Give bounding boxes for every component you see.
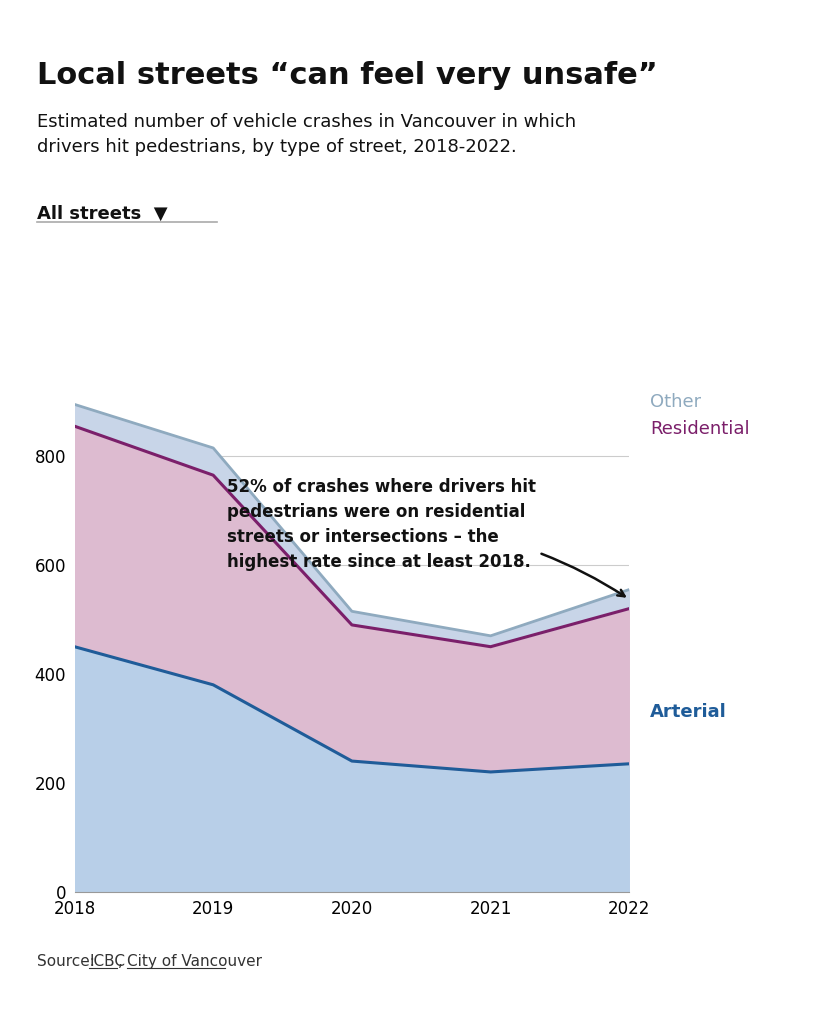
Text: Arterial: Arterial [649, 703, 726, 722]
Text: Local streets “can feel very unsafe”: Local streets “can feel very unsafe” [37, 62, 657, 90]
Text: City of Vancouver: City of Vancouver [127, 953, 261, 969]
Text: ,: , [117, 953, 127, 969]
Text: ICBC: ICBC [89, 953, 125, 969]
Text: Other: Other [649, 393, 700, 411]
Text: Estimated number of vehicle crashes in Vancouver in which: Estimated number of vehicle crashes in V… [37, 113, 576, 131]
Text: Source:: Source: [37, 953, 100, 969]
Text: Residential: Residential [649, 420, 748, 439]
Text: drivers hit pedestrians, by type of street, 2018-2022.: drivers hit pedestrians, by type of stre… [37, 138, 516, 157]
Text: All streets  ▼: All streets ▼ [37, 205, 168, 223]
Text: 52% of crashes where drivers hit
pedestrians were on residential
streets or inte: 52% of crashes where drivers hit pedestr… [227, 478, 624, 597]
